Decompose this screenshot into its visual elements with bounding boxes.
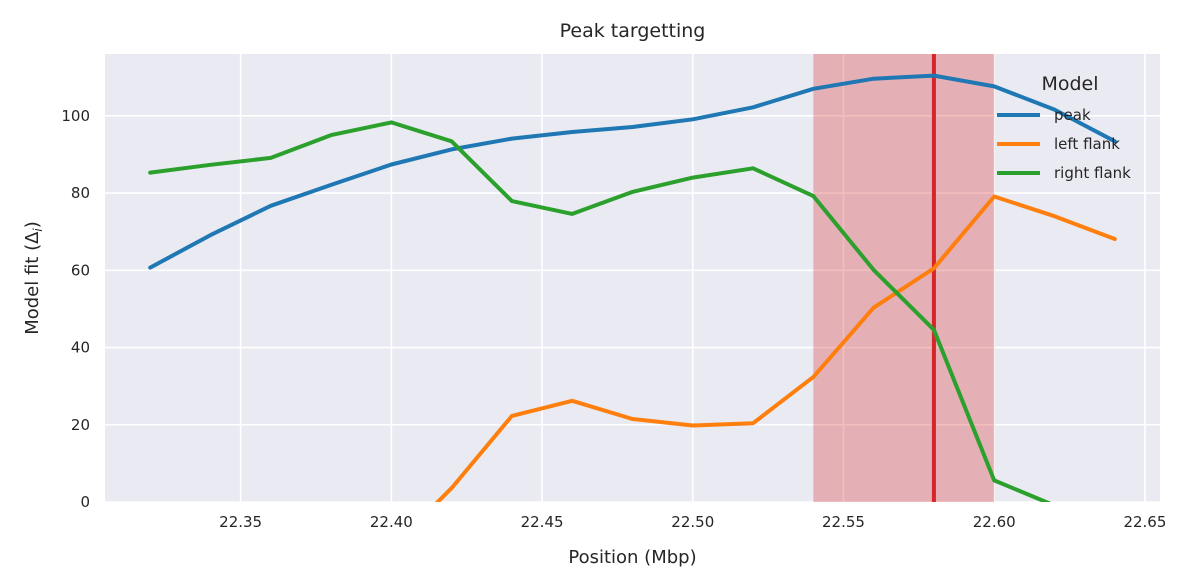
x-tick-label: 22.65 xyxy=(1123,513,1166,531)
y-tick-label: 100 xyxy=(61,107,90,125)
x-tick-label: 22.40 xyxy=(370,513,413,531)
y-tick-label: 0 xyxy=(80,493,90,511)
x-tick-label: 22.55 xyxy=(822,513,865,531)
y-axis-label-close: ) xyxy=(22,221,43,228)
annotations xyxy=(813,54,995,502)
y-tick-label: 20 xyxy=(71,416,90,434)
series-line-peak xyxy=(148,73,1117,270)
x-axis-ticks: 22.35 22.40 22.45 22.50 22.55 22.60 22.65 xyxy=(219,513,1166,531)
y-axis-ticks: 0 20 40 60 80 100 xyxy=(61,107,90,511)
legend: Model peak left flank right flank xyxy=(997,73,1131,182)
x-tick-label: 22.35 xyxy=(219,513,262,531)
series-layer xyxy=(148,73,1117,502)
legend-label: left flank xyxy=(1054,135,1120,153)
legend-label: right flank xyxy=(1054,164,1131,182)
x-tick-label: 22.50 xyxy=(671,513,714,531)
y-axis-label-subscript: i xyxy=(31,228,45,232)
chart-title: Peak targetting xyxy=(560,20,706,42)
series-line-left-flank xyxy=(434,194,1117,502)
highlight-span xyxy=(813,54,995,502)
legend-label: peak xyxy=(1054,106,1091,124)
x-axis-label: Position (Mbp) xyxy=(568,547,696,568)
y-tick-label: 40 xyxy=(71,339,90,357)
y-tick-label: 80 xyxy=(71,184,90,202)
gridlines xyxy=(105,54,1160,503)
y-axis-label-main: Model fit (Δ xyxy=(22,231,43,335)
plot-area xyxy=(105,54,1160,502)
y-tick-label: 60 xyxy=(71,261,90,279)
series-line-right-flank xyxy=(148,120,1052,502)
x-tick-label: 22.45 xyxy=(521,513,564,531)
y-axis-label: Model fit (Δi) xyxy=(22,221,45,335)
legend-title: Model xyxy=(1041,73,1098,95)
x-tick-label: 22.60 xyxy=(973,513,1016,531)
